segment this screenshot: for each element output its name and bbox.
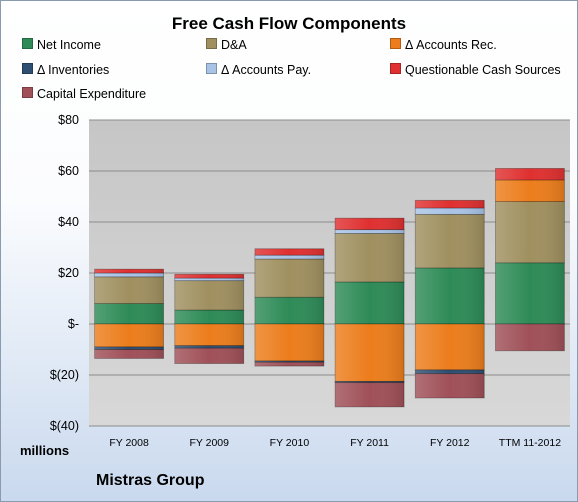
- bar-segment-shade: [415, 373, 485, 398]
- legend-item-4: Δ Accounts Pay.: [206, 63, 311, 77]
- legend-swatch: [390, 63, 401, 74]
- legend-label: Capital Expenditure: [37, 87, 147, 101]
- bar-segment-shade: [254, 362, 324, 367]
- bar-segment-shade: [174, 280, 244, 310]
- legend-label: Net Income: [37, 38, 101, 52]
- bar-segment-shade: [94, 346, 164, 350]
- legend-swatch: [22, 87, 33, 98]
- y-tick-label: $(20): [50, 368, 79, 382]
- y-tick-label: $60: [58, 164, 79, 178]
- legend-label: Δ Accounts Pay.: [221, 63, 312, 77]
- bar-segment-shade: [94, 276, 164, 304]
- bar-segment-shade: [335, 233, 405, 282]
- bar-segment-shade: [174, 348, 244, 364]
- legend-label: Δ Accounts Rec.: [405, 38, 497, 52]
- bar-segment-shade: [415, 324, 485, 370]
- legend-item-5: Questionable Cash Sources: [390, 63, 561, 77]
- x-tick-label: FY 2010: [270, 437, 310, 449]
- x-tick-label: FY 2012: [430, 437, 470, 449]
- bar-segment-shade: [495, 179, 565, 202]
- bar-segment-shade: [335, 281, 405, 324]
- legend-swatch: [390, 38, 401, 49]
- legend-swatch: [206, 63, 217, 74]
- bar-segment-shade: [335, 218, 405, 230]
- legend-swatch: [22, 63, 33, 74]
- bar-segment-shade: [94, 324, 164, 347]
- y-tick-label: $40: [58, 215, 79, 229]
- y-tick-label: $-: [68, 317, 79, 331]
- chart-title: Free Cash Flow Components: [171, 14, 407, 33]
- bar-segment-shade: [415, 267, 485, 324]
- y-tick-label: $(40): [50, 419, 79, 433]
- x-tick-label: FY 2008: [109, 437, 149, 449]
- bar-segment-shade: [495, 168, 565, 180]
- company-name: Mistras Group: [96, 472, 205, 489]
- x-tick-label: FY 2011: [350, 437, 389, 449]
- x-tick-label: TTM 11-2012: [499, 437, 561, 449]
- bar-segment-shade: [254, 297, 324, 324]
- bar-segment-shade: [254, 360, 324, 363]
- bar-segment-shade: [254, 324, 324, 361]
- legend-label: Δ Inventories: [37, 63, 110, 77]
- y-tick-label: $20: [58, 266, 79, 280]
- bar-segment-shade: [415, 214, 485, 268]
- bar-segment-shade: [174, 324, 244, 346]
- legend-item-1: D&A: [206, 38, 247, 52]
- bar-segment-shade: [335, 229, 405, 234]
- bar-segment-shade: [174, 278, 244, 281]
- bar-segment-shade: [94, 273, 164, 277]
- bar-segment-shade: [415, 207, 485, 215]
- bar-segment-shade: [254, 255, 324, 259]
- legend-item-3: Δ Inventories: [22, 63, 109, 77]
- bar-segment-shade: [94, 349, 164, 359]
- bar-segment-shade: [254, 258, 324, 298]
- bar-segment-shade: [94, 269, 164, 273]
- bar-segment-shade: [495, 324, 565, 351]
- legend-item-0: Net Income: [22, 38, 101, 52]
- legend-swatch: [206, 38, 217, 49]
- bar-segment-shade: [415, 200, 485, 208]
- bar-segment-shade: [495, 262, 565, 324]
- bar-segment-shade: [174, 345, 244, 349]
- bar-segment-shade: [335, 381, 405, 383]
- bar-segment-shade: [254, 248, 324, 256]
- legend-item-6: Capital Expenditure: [22, 87, 146, 101]
- legend-label: D&A: [221, 38, 247, 52]
- bar-segment-shade: [174, 309, 244, 324]
- bar-segment-shade: [174, 274, 244, 279]
- bar-segment-shade: [335, 382, 405, 407]
- legend-item-2: Δ Accounts Rec.: [390, 38, 497, 52]
- units-label: millions: [20, 443, 70, 458]
- bar-segment-shade: [335, 324, 405, 382]
- y-tick-label: $80: [58, 113, 79, 127]
- bar-segment-shade: [495, 201, 565, 263]
- legend-swatch: [22, 38, 33, 49]
- x-tick-label: FY 2009: [189, 437, 229, 449]
- bar-segment-shade: [415, 369, 485, 374]
- legend-label: Questionable Cash Sources: [405, 63, 561, 77]
- bar-segment-shade: [94, 303, 164, 324]
